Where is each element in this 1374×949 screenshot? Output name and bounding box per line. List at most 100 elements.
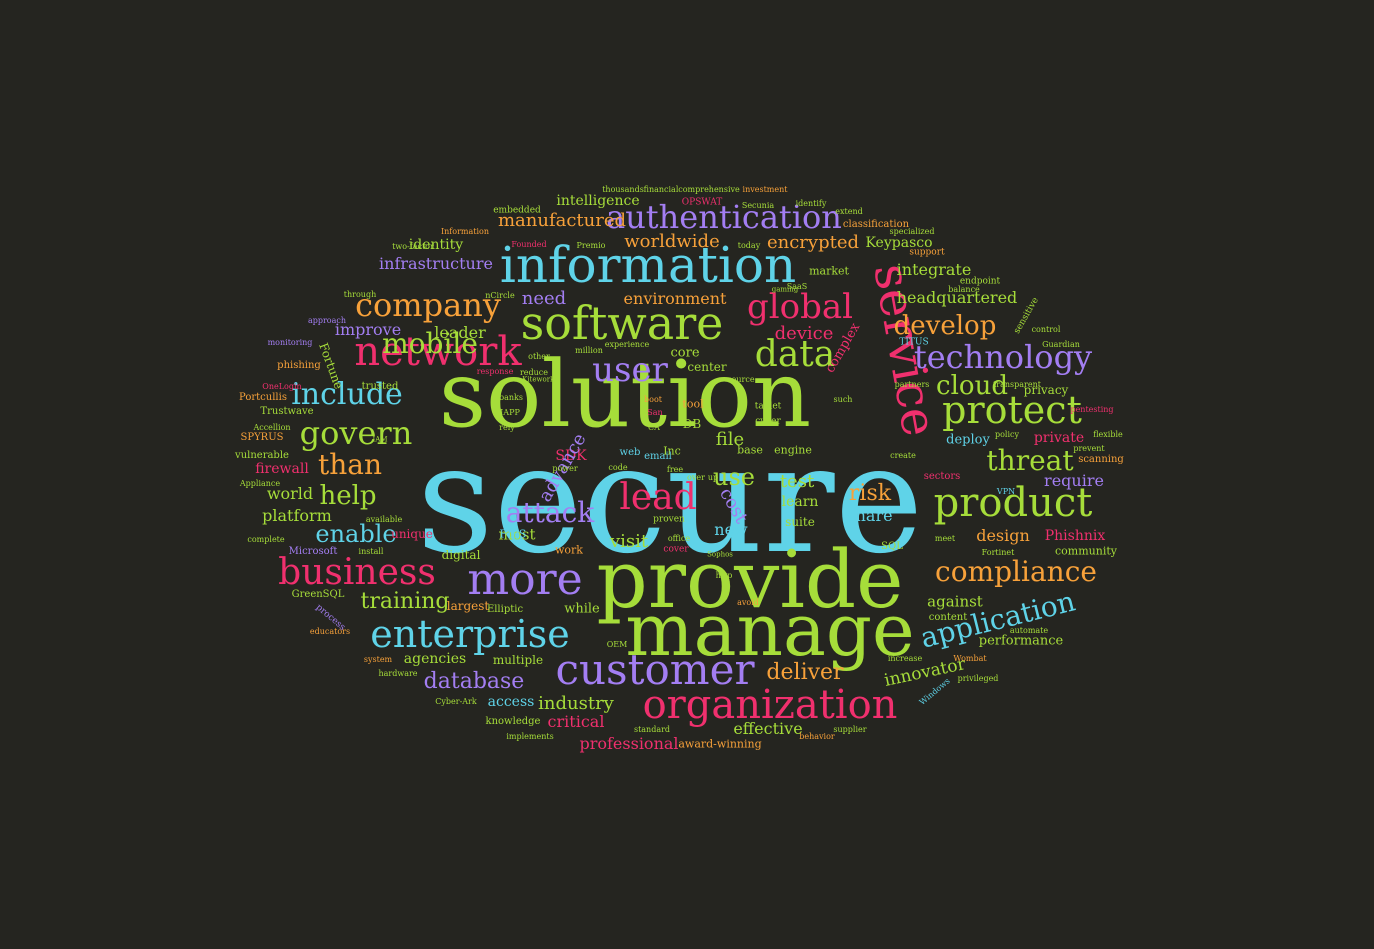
word-solution: solution: [438, 341, 812, 448]
word-automate: automate: [1009, 626, 1049, 635]
word-boot: boot: [644, 395, 662, 404]
word-phishnix: Phishnix: [1044, 528, 1106, 544]
word-keypasco: Keypasco: [865, 235, 933, 251]
word-company: company: [355, 286, 501, 324]
word-available: available: [365, 515, 403, 524]
word-investment: investment: [742, 185, 788, 194]
word-center: center: [687, 360, 727, 374]
word-sectors: sectors: [923, 471, 961, 482]
word-tablet: tablet: [754, 401, 782, 412]
word-specialized: specialized: [889, 227, 935, 236]
word-rely: rely: [499, 423, 515, 432]
word-sdk: SDK: [555, 448, 587, 464]
word-iapp: IAPP: [500, 408, 520, 417]
word-comprehensive: comprehensive: [678, 185, 740, 194]
word-db: DB: [682, 417, 702, 431]
word-largest: largest: [446, 599, 490, 613]
word-agencies: agencies: [403, 651, 467, 667]
word-authentication: authentication: [606, 198, 842, 236]
word-educators: educators: [309, 627, 351, 636]
word-experience: experience: [604, 340, 650, 349]
word-supplier: supplier: [833, 725, 867, 734]
word-most: most: [498, 525, 536, 544]
word-spyrus: SPYRUS: [240, 432, 284, 443]
word-secure: secure: [416, 413, 924, 587]
word-learn: learn: [781, 494, 819, 510]
word-user: user: [592, 350, 668, 390]
word-effective: effective: [733, 719, 803, 738]
word-while: while: [564, 601, 600, 617]
word-critical: critical: [547, 712, 605, 731]
word-provide: provide: [596, 533, 904, 626]
word-environment: environment: [623, 289, 727, 308]
word-knowledge: knowledge: [485, 716, 541, 727]
word-suite: suite: [785, 515, 815, 529]
word-flexible: flexible: [1093, 430, 1123, 439]
word-than: than: [317, 448, 383, 481]
word-network: network: [354, 329, 522, 375]
word-market: market: [809, 264, 849, 278]
word-implements: implements: [506, 732, 554, 741]
word-threat: threat: [986, 444, 1074, 477]
word-source: source: [727, 375, 755, 384]
word-accellion: Accellion: [253, 423, 291, 432]
word-cyber-ark: Cyber-Ark: [435, 697, 477, 706]
word-visit: visit: [609, 531, 649, 552]
word-more: more: [467, 554, 583, 605]
word-up: up: [707, 473, 719, 482]
word-control: control: [1031, 325, 1061, 334]
word-performance: performance: [978, 633, 1064, 649]
word-attack: attack: [505, 496, 595, 529]
word-tool: tool: [682, 397, 704, 411]
word-industry: industry: [538, 693, 614, 714]
word-proven: proven: [653, 514, 685, 525]
word-two-factor: two-factor: [392, 242, 434, 251]
word-standard: standard: [633, 725, 671, 734]
word-test: test: [779, 471, 815, 492]
word-against: against: [927, 592, 983, 611]
word-cyber: cyber: [755, 416, 781, 427]
word-meet: meet: [934, 534, 956, 543]
word-ncircle: nCircle: [485, 291, 515, 300]
word-policy: policy: [994, 430, 1020, 439]
word-unique: unique: [391, 527, 433, 541]
word-premio: Premio: [576, 241, 606, 250]
word-avoid: avoid: [737, 598, 759, 607]
word-greensql: GreenSQL: [291, 589, 345, 600]
word-vpn: VPN: [996, 487, 1016, 496]
word-support: support: [909, 247, 945, 258]
word-inc: Inc: [663, 444, 681, 458]
word-access: access: [487, 694, 535, 710]
word-use: use: [713, 463, 755, 491]
word-digital: digital: [441, 548, 481, 562]
word-global: global: [746, 287, 854, 327]
word-device: device: [774, 323, 834, 344]
word-wombat: Wombat: [953, 654, 987, 663]
word-other: other: [528, 352, 550, 361]
word-software: software: [520, 296, 724, 350]
word-response: response: [476, 367, 514, 376]
word-san: San: [647, 408, 663, 417]
word-database: database: [423, 669, 525, 694]
word-today: today: [737, 241, 761, 250]
word-ca: CA: [648, 423, 660, 432]
word-professional: professional: [579, 734, 679, 753]
word-business: business: [278, 552, 436, 593]
word-world: world: [266, 484, 314, 503]
word-scanning: scanning: [1078, 454, 1124, 465]
word-include: include: [291, 377, 403, 412]
word-content: content: [928, 612, 968, 623]
word-oem: OEM: [606, 640, 628, 649]
word-vulnerable: vulnerable: [235, 450, 289, 461]
word-microsoft: Microsoft: [288, 546, 338, 557]
word-product: product: [933, 480, 1093, 526]
word-million: million: [575, 346, 603, 355]
word-pentesting: pentesting: [1070, 405, 1114, 414]
word-share: share: [847, 506, 893, 525]
word-core: core: [670, 345, 700, 361]
word-help: help: [319, 481, 377, 511]
word-training: training: [360, 589, 450, 614]
word-approach: approach: [307, 316, 347, 325]
word-portcullis: Portcullis: [239, 392, 287, 403]
